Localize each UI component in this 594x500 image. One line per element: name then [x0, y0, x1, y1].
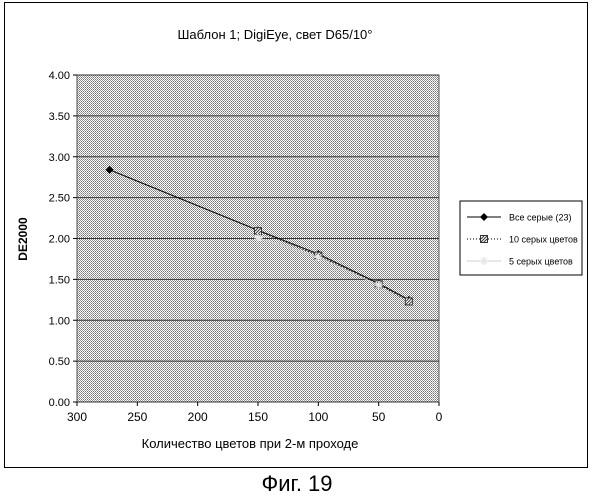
legend-label: 10 серых цветов [509, 235, 578, 245]
y-tick-label: 3.00 [49, 152, 70, 164]
legend-label: Все серые (23) [509, 213, 572, 223]
x-tick-label: 250 [127, 410, 147, 424]
chart-frame: Шаблон 1; DigiEye, свет D65/10° 0.00 0.50… [4, 2, 588, 468]
figure-caption: Фиг. 19 [0, 470, 594, 498]
data-point [314, 253, 322, 261]
y-tick-label: 0.50 [49, 356, 70, 368]
data-point [405, 298, 412, 305]
chart-title: Шаблон 1; DigiEye, свет D65/10° [178, 27, 373, 42]
y-tick-label: 2.00 [49, 234, 70, 246]
x-tick-label: 50 [372, 410, 386, 424]
x-tick-label: 300 [67, 410, 87, 424]
data-point [254, 234, 262, 242]
legend: Все серые (23) 10 серых цветов 5 серых цве… [467, 213, 578, 267]
chart-svg: Шаблон 1; DigiEye, свет D65/10° 0.00 0.50… [5, 3, 589, 469]
y-tick-label: 2.50 [49, 193, 70, 205]
y-tick-label: 0.00 [49, 397, 70, 409]
y-tick-label: 1.50 [49, 274, 70, 286]
x-tick-label: 200 [188, 410, 208, 424]
y-tick-label: 1.00 [49, 315, 70, 327]
legend-label: 5 серых цветов [509, 257, 573, 267]
data-point [255, 228, 262, 235]
y-axis-label: DE2000 [16, 217, 30, 261]
legend-marker [480, 257, 488, 265]
x-tick-label: 150 [248, 410, 268, 424]
y-axis-ticks: 0.00 0.50 1.00 1.50 2.00 2.50 3.00 3.50 4.00 [49, 70, 77, 409]
x-axis-ticks: 300 250 200 150 100 50 0 [67, 402, 443, 424]
x-axis-label: Количество цветов при 2-м проходе [142, 436, 359, 451]
data-point [375, 281, 383, 289]
x-tick-label: 0 [436, 410, 443, 424]
y-tick-label: 4.00 [49, 70, 70, 82]
x-tick-label: 100 [308, 410, 328, 424]
legend-marker [481, 236, 488, 243]
y-tick-label: 3.50 [49, 111, 70, 123]
